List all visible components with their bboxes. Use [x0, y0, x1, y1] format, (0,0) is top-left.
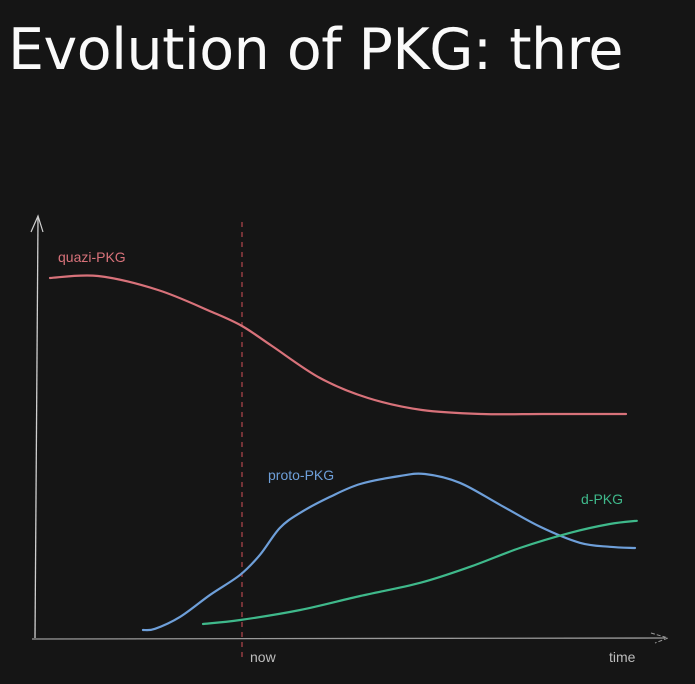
series-label-d-pkg: d-PKG	[581, 491, 623, 507]
slide-title: Evolution of PKG: thre	[8, 17, 623, 83]
x-axis	[31, 632, 670, 644]
series-line-proto-pkg	[141, 472, 637, 632]
now-label: now	[250, 649, 277, 665]
y-axis	[30, 214, 44, 639]
x-axis-label: time	[609, 649, 636, 665]
series-label-quazi-pkg: quazi-PKG	[58, 249, 126, 265]
series-line-d-pkg	[201, 519, 638, 626]
x-axis-arrow-icon	[650, 632, 670, 644]
y-axis-arrow-icon	[30, 214, 44, 233]
series-line-quazi-pkg	[48, 274, 628, 416]
series-label-proto-pkg: proto-PKG	[268, 467, 334, 483]
